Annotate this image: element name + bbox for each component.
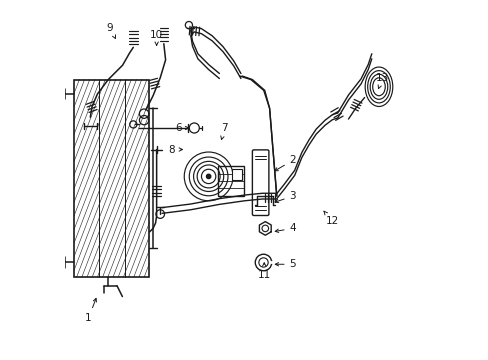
Text: 9: 9 [106,23,115,39]
Text: 2: 2 [274,155,296,171]
Text: 5: 5 [275,259,296,269]
Bar [232,169,241,180]
FancyBboxPatch shape [252,150,268,216]
Bar [217,166,244,196]
Bar [74,80,149,277]
Text: 11: 11 [257,263,270,280]
Text: 12: 12 [323,211,338,226]
Text: 1: 1 [85,298,96,323]
Text: 3: 3 [274,191,296,203]
Text: 10: 10 [150,30,163,46]
Text: 6: 6 [175,123,188,133]
Text: 8: 8 [168,144,182,154]
Circle shape [206,174,210,179]
Bar [74,80,149,277]
Text: 4: 4 [275,224,296,233]
Text: 13: 13 [375,73,388,89]
Text: 7: 7 [221,123,227,140]
